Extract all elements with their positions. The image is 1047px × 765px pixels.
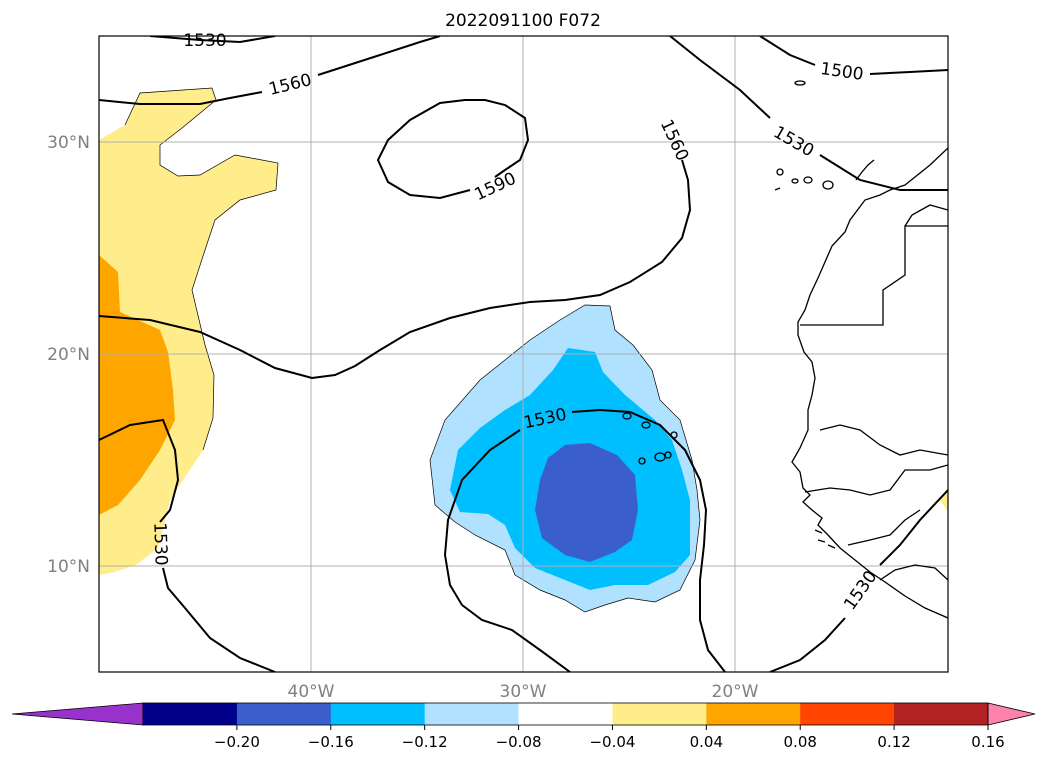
anomaly-fill-royalblue	[535, 443, 638, 562]
canary-island-6	[855, 159, 875, 181]
contour-1530-west	[99, 418, 180, 523]
lon-label-30w: 30°W	[500, 682, 547, 702]
map-title: 2022091100 F072	[445, 11, 601, 31]
contour-label: 1530	[183, 31, 226, 51]
colorbar-tick-label: −0.16	[308, 733, 354, 751]
colorbar-tick-label: −0.04	[589, 733, 635, 751]
colorbar-ticks: −0.20 −0.16 −0.12 −0.08 −0.04 0.04 0.08 0.12 0.1…	[214, 725, 1005, 751]
contour-label: 1500	[819, 59, 865, 85]
contour-1530-ne-2	[819, 154, 948, 191]
lat-label-30n: 30°N	[47, 133, 90, 153]
colorbar-cell	[236, 703, 332, 725]
colorbar-tick-label: −0.08	[496, 733, 542, 751]
contour-label: 1590	[472, 169, 520, 205]
contour-1500-ne-2	[869, 69, 948, 75]
contour-label: 1530	[840, 567, 881, 614]
coastline-western-sahara	[800, 225, 948, 326]
colorbar-extend-over	[987, 702, 1036, 726]
colorbar-cell	[330, 703, 426, 725]
contour-1530-ne	[669, 36, 771, 119]
contour-label: 1560	[267, 70, 314, 100]
contour-label: 1560	[656, 117, 692, 165]
bijagos-islands	[814, 529, 836, 549]
cape-verde-1	[622, 412, 632, 420]
colorbar-cell	[143, 703, 238, 725]
lon-label-20w: 20°W	[712, 682, 759, 702]
contour-1530-se	[769, 617, 846, 672]
plot-frame	[98, 35, 949, 673]
colorbar-cell	[894, 703, 989, 725]
canary-island-4	[803, 176, 813, 184]
contour-1530-low-2	[571, 408, 726, 672]
colorbar-cell	[800, 703, 895, 725]
contour-1530-low	[443, 429, 571, 672]
contour-label: 1530	[770, 122, 817, 161]
canary-island-7	[774, 187, 781, 191]
canary-island-5	[822, 180, 834, 190]
contour-label: 1530	[149, 522, 170, 566]
colorbar-tick-label: 0.16	[971, 733, 1004, 751]
coastline-border-3	[847, 509, 921, 546]
anomaly-fill-yellow-east	[940, 490, 948, 512]
contour-1500-ne	[759, 36, 816, 66]
canary-island-2	[776, 168, 784, 176]
colorbar-cell	[518, 703, 613, 725]
colorbar-tick-label: −0.12	[402, 733, 448, 751]
lat-label-20n: 20°N	[47, 345, 90, 365]
contour-1560-north	[99, 91, 263, 105]
colorbar-tick-label: 0.12	[877, 733, 910, 751]
cape-verde-4	[638, 457, 646, 465]
contour-1560-north-2	[317, 36, 441, 76]
colorbar-tick-label: 0.04	[690, 733, 723, 751]
coastline-africa	[791, 147, 948, 619]
contour-1590-high	[376, 99, 530, 200]
lon-label-40w: 40°W	[288, 682, 335, 702]
cape-verde-2	[641, 421, 651, 429]
cape-verde-6	[664, 451, 672, 459]
coastline-border-1	[819, 424, 948, 456]
coastline-north-border	[904, 204, 948, 227]
anomaly-fill-outline-lightblue	[429, 304, 701, 613]
coastline-border-4	[879, 564, 948, 581]
colorbar-frame	[142, 702, 989, 726]
colorbar-tick-label: −0.20	[214, 733, 260, 751]
colorbar: −0.20 −0.16 −0.12 −0.08 −0.04 0.04 0.08 0.12 0.1…	[11, 702, 1036, 751]
colorbar-extend-under	[11, 702, 144, 726]
anomaly-fill-orange-west	[99, 255, 175, 515]
anomaly-fill-outline-yellow	[124, 87, 279, 451]
colorbar-cell	[424, 703, 520, 725]
lat-label-10n: 10°N	[47, 557, 90, 577]
colorbar-cell	[612, 703, 707, 725]
coastline-border-2	[804, 464, 948, 496]
canary-island-3	[791, 178, 799, 184]
contour-1530-se-2	[879, 489, 948, 566]
contour-1560-main	[99, 159, 692, 380]
colorbar-cells	[143, 703, 989, 725]
canary-island-1	[794, 80, 806, 86]
colorbar-cell	[706, 703, 801, 725]
colorbar-tick-label: 0.08	[784, 733, 817, 751]
contour-1530-west-2	[162, 567, 276, 672]
contour-1530-north	[149, 36, 276, 44]
